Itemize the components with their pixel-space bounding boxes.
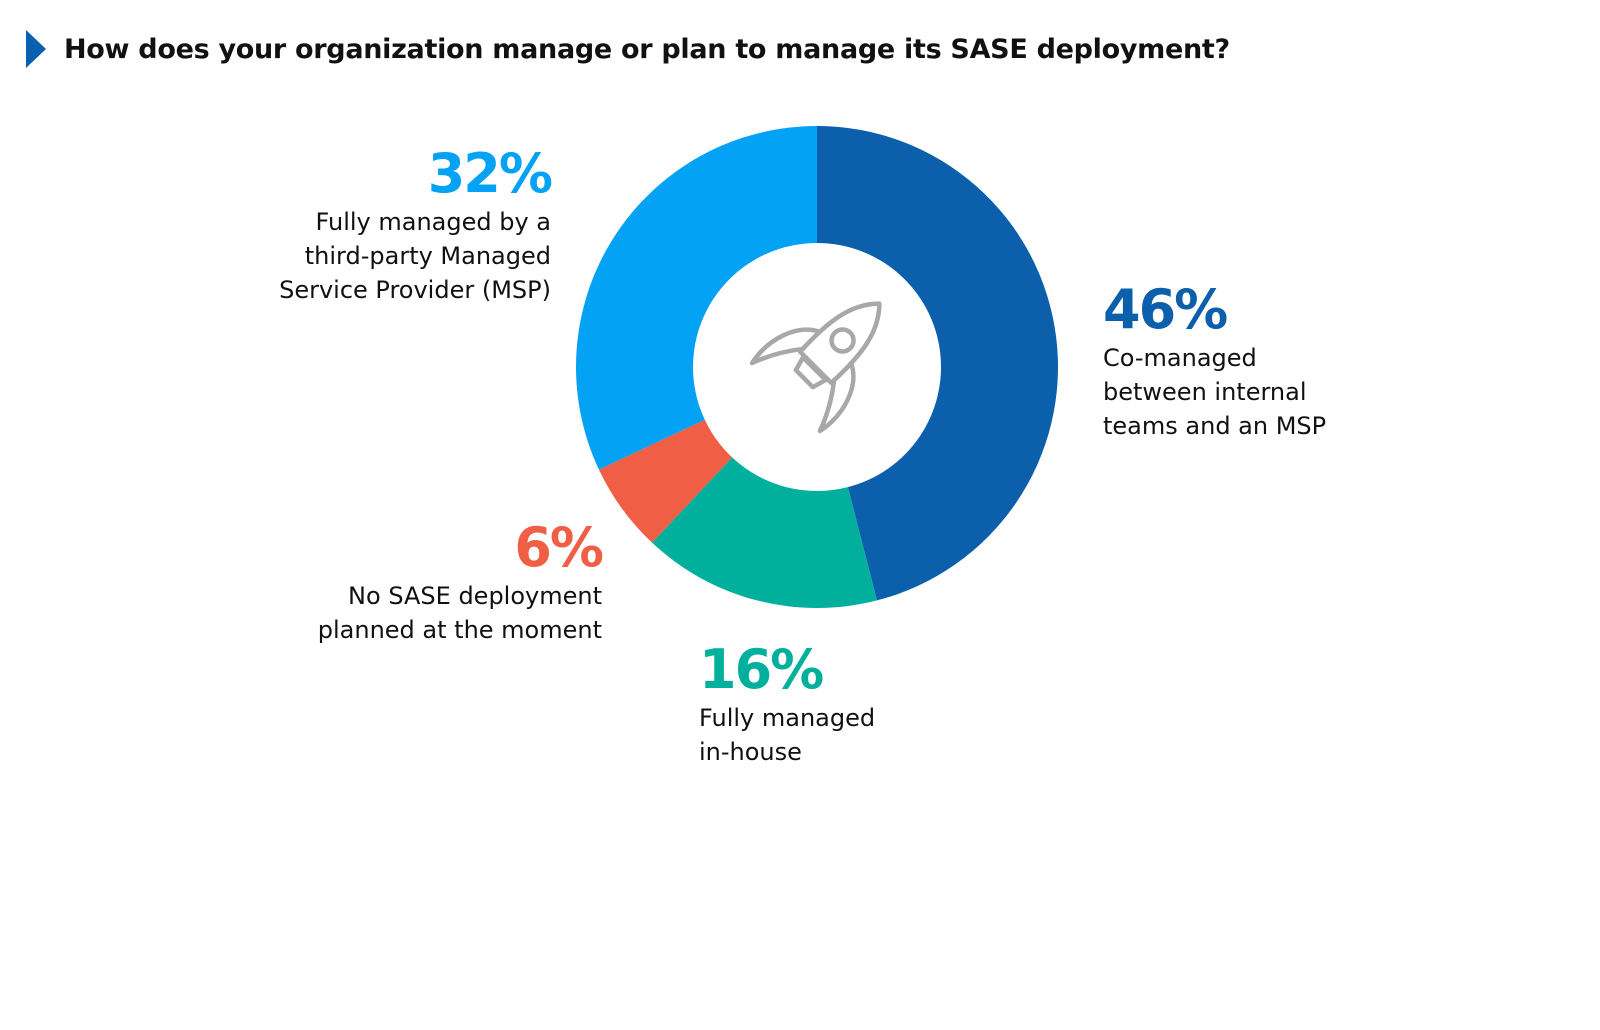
rocket-icon	[749, 301, 882, 434]
slice-no-deployment	[598, 419, 733, 543]
in-house-percent: 16%	[699, 638, 824, 701]
callout-msp: 32% Fully managed by a third-party Manag…	[279, 142, 553, 307]
callout-co-managed: 46% Co-managed between internal teams an…	[1103, 283, 1326, 443]
slice-in-house	[652, 457, 877, 608]
slice-co-managed	[817, 126, 1059, 601]
callout-no-deployment: 6% No SASE deployment planned at the mom…	[317, 516, 604, 647]
chart-title: How does your organization manage or pla…	[64, 33, 1230, 65]
no-deployment-percent: 6%	[514, 516, 604, 579]
donut-slices	[576, 126, 1059, 608]
slice-msp	[576, 126, 817, 470]
callout-in-house: 16% Fully managed in-house	[699, 643, 875, 769]
chevron-right-icon	[26, 30, 46, 68]
msp-percent: 32%	[427, 142, 553, 205]
no-deployment-label: No SASE deployment planned at the moment	[317, 582, 602, 644]
msp-label: Fully managed by a third-party Managed S…	[279, 208, 551, 304]
co-managed-label: Co-managed between internal teams and an…	[1103, 344, 1327, 440]
co-managed-percent: 46%	[1103, 278, 1228, 341]
in-house-label: Fully managed in-house	[699, 704, 876, 766]
title-row: How does your organization manage or pla…	[26, 30, 1230, 68]
